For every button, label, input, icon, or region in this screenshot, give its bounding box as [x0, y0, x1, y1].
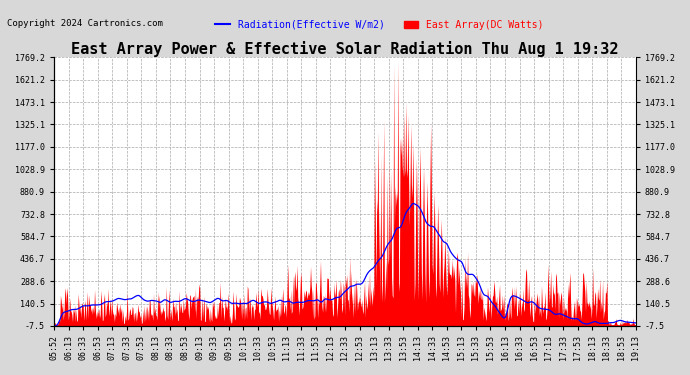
Legend: Radiation(Effective W/m2), East Array(DC Watts): Radiation(Effective W/m2), East Array(DC…	[211, 16, 548, 34]
Title: East Array Power & Effective Solar Radiation Thu Aug 1 19:32: East Array Power & Effective Solar Radia…	[71, 41, 619, 57]
Text: Copyright 2024 Cartronics.com: Copyright 2024 Cartronics.com	[7, 19, 163, 28]
